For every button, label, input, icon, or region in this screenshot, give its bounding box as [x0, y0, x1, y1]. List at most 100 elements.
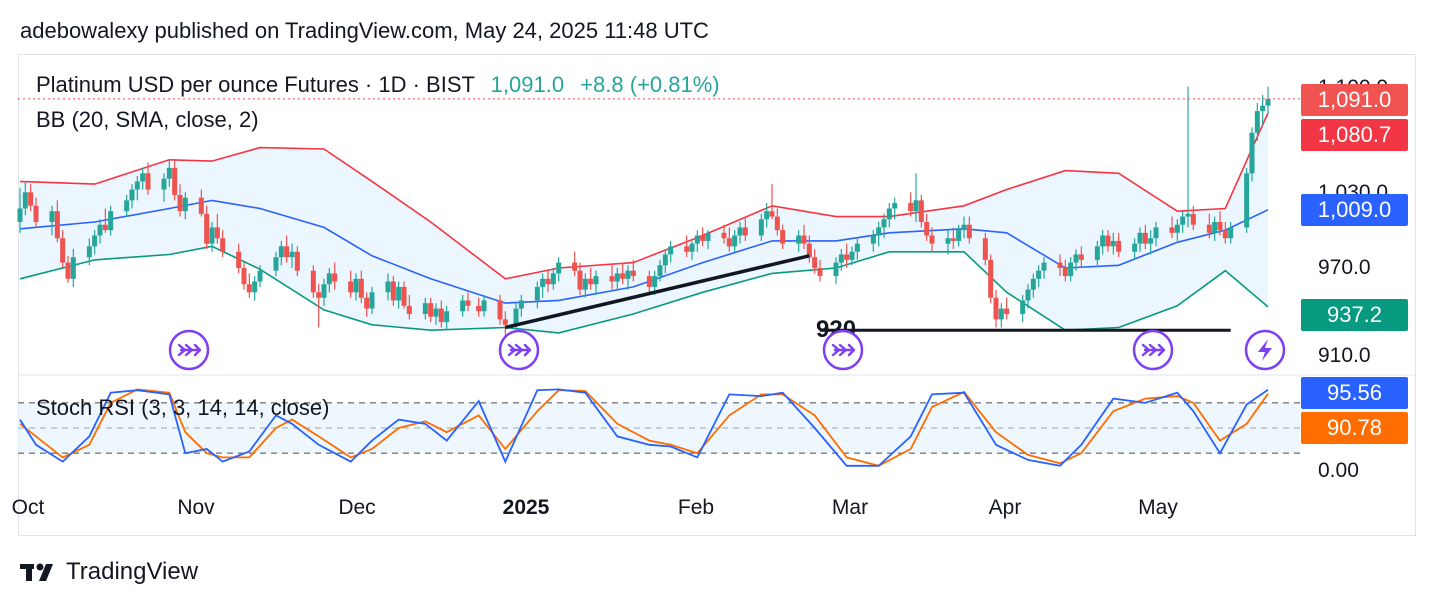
- candle-body: [406, 305, 412, 314]
- candle-body: [310, 270, 316, 293]
- candle-body: [172, 167, 178, 195]
- candle: [289, 243, 295, 268]
- candle-body: [998, 308, 1004, 320]
- candle: [33, 197, 39, 228]
- candle: [945, 230, 951, 255]
- candle-body: [86, 246, 92, 258]
- candle: [172, 159, 178, 201]
- candle-body: [982, 238, 988, 260]
- candle-body: [1030, 278, 1036, 290]
- candle-body: [438, 308, 444, 323]
- candle-body: [246, 284, 252, 293]
- tradingview-logo-icon: [20, 563, 53, 581]
- candle: [390, 276, 396, 306]
- dividend-arrow-icon[interactable]: [1132, 329, 1174, 371]
- candle-body: [284, 246, 290, 258]
- candle-body: [625, 270, 631, 279]
- candle-body: [657, 265, 663, 277]
- candle-body: [22, 192, 28, 209]
- candle-body: [700, 235, 706, 241]
- candle-body: [1105, 235, 1111, 247]
- candle-body: [316, 292, 322, 298]
- candle-body: [929, 235, 935, 244]
- candle-body: [593, 276, 599, 285]
- candle-body: [764, 211, 770, 220]
- legend-bb[interactable]: BB (20, SMA, close, 2): [36, 107, 259, 132]
- legend-symbol-line[interactable]: Platinum USD per ounce Futures · 1D · BI…: [36, 72, 720, 98]
- candle-body: [134, 181, 140, 190]
- candle: [1020, 295, 1026, 323]
- candle: [700, 227, 706, 247]
- candle: [742, 216, 748, 241]
- candle-body: [166, 167, 172, 179]
- candle: [1174, 219, 1180, 241]
- candle: [294, 246, 300, 277]
- lightning-icon[interactable]: [1244, 329, 1286, 371]
- attribution-text: adebowalexy published on TradingView.com…: [20, 18, 709, 43]
- candle-body: [646, 276, 652, 287]
- time-label-feb: Feb: [677, 496, 715, 519]
- candle-body: [518, 300, 524, 309]
- candle-body: [742, 227, 748, 236]
- candle: [833, 257, 839, 285]
- candle: [812, 249, 818, 274]
- candle: [1190, 205, 1196, 231]
- candle: [145, 162, 151, 195]
- chart-frame[interactable]: [18, 54, 1416, 536]
- candle-body: [49, 211, 55, 222]
- time-label-apr: Apr: [988, 496, 1022, 519]
- candle: [657, 259, 663, 282]
- candle-body: [961, 224, 967, 231]
- dividend-arrow-icon[interactable]: [822, 329, 864, 371]
- candle: [1254, 102, 1260, 141]
- candle: [1073, 249, 1079, 271]
- candles: [17, 86, 1271, 364]
- candle-body: [1190, 213, 1196, 225]
- candle: [1212, 216, 1218, 241]
- candle: [236, 243, 242, 274]
- candle: [465, 292, 471, 312]
- candle: [1169, 216, 1175, 239]
- candle: [433, 303, 439, 325]
- candle-body: [1020, 300, 1026, 314]
- candle-body: [1212, 222, 1218, 233]
- candle: [182, 192, 188, 220]
- candle: [369, 286, 375, 314]
- candle-body: [326, 273, 332, 285]
- candle: [1206, 213, 1212, 239]
- candle: [326, 267, 332, 293]
- candle-body: [801, 235, 807, 244]
- candle-body: [140, 173, 146, 182]
- candle: [732, 230, 738, 252]
- candle: [1110, 232, 1116, 255]
- lightning-glyph: [1258, 339, 1272, 361]
- candle-body: [1228, 227, 1234, 239]
- candle-body: [294, 251, 300, 271]
- candle: [1153, 222, 1159, 247]
- arrow-glyph: [507, 343, 532, 357]
- candle: [844, 243, 850, 268]
- bb-fill: [20, 112, 1268, 333]
- candle-body: [684, 246, 690, 252]
- candle-body: [892, 203, 898, 209]
- candle: [1148, 230, 1154, 255]
- dividend-arrow-icon[interactable]: [168, 329, 210, 371]
- candle-body: [241, 267, 247, 285]
- candle: [806, 235, 812, 263]
- candle: [758, 213, 764, 241]
- candle-body: [1254, 111, 1260, 133]
- candle: [1180, 211, 1186, 233]
- candle: [396, 281, 402, 309]
- tradingview-footer[interactable]: TradingView: [20, 558, 198, 586]
- candle-body: [1110, 240, 1116, 247]
- dividend-arrow-icon[interactable]: [498, 329, 540, 371]
- candle: [924, 213, 930, 241]
- candle: [870, 230, 876, 252]
- candle-body: [950, 238, 956, 241]
- candle: [1137, 227, 1143, 252]
- candle-body: [662, 254, 668, 266]
- candle-body: [444, 311, 450, 323]
- candle-body: [854, 243, 860, 252]
- legend-stoch-rsi[interactable]: Stoch RSI (3, 3, 14, 14, close): [36, 395, 330, 420]
